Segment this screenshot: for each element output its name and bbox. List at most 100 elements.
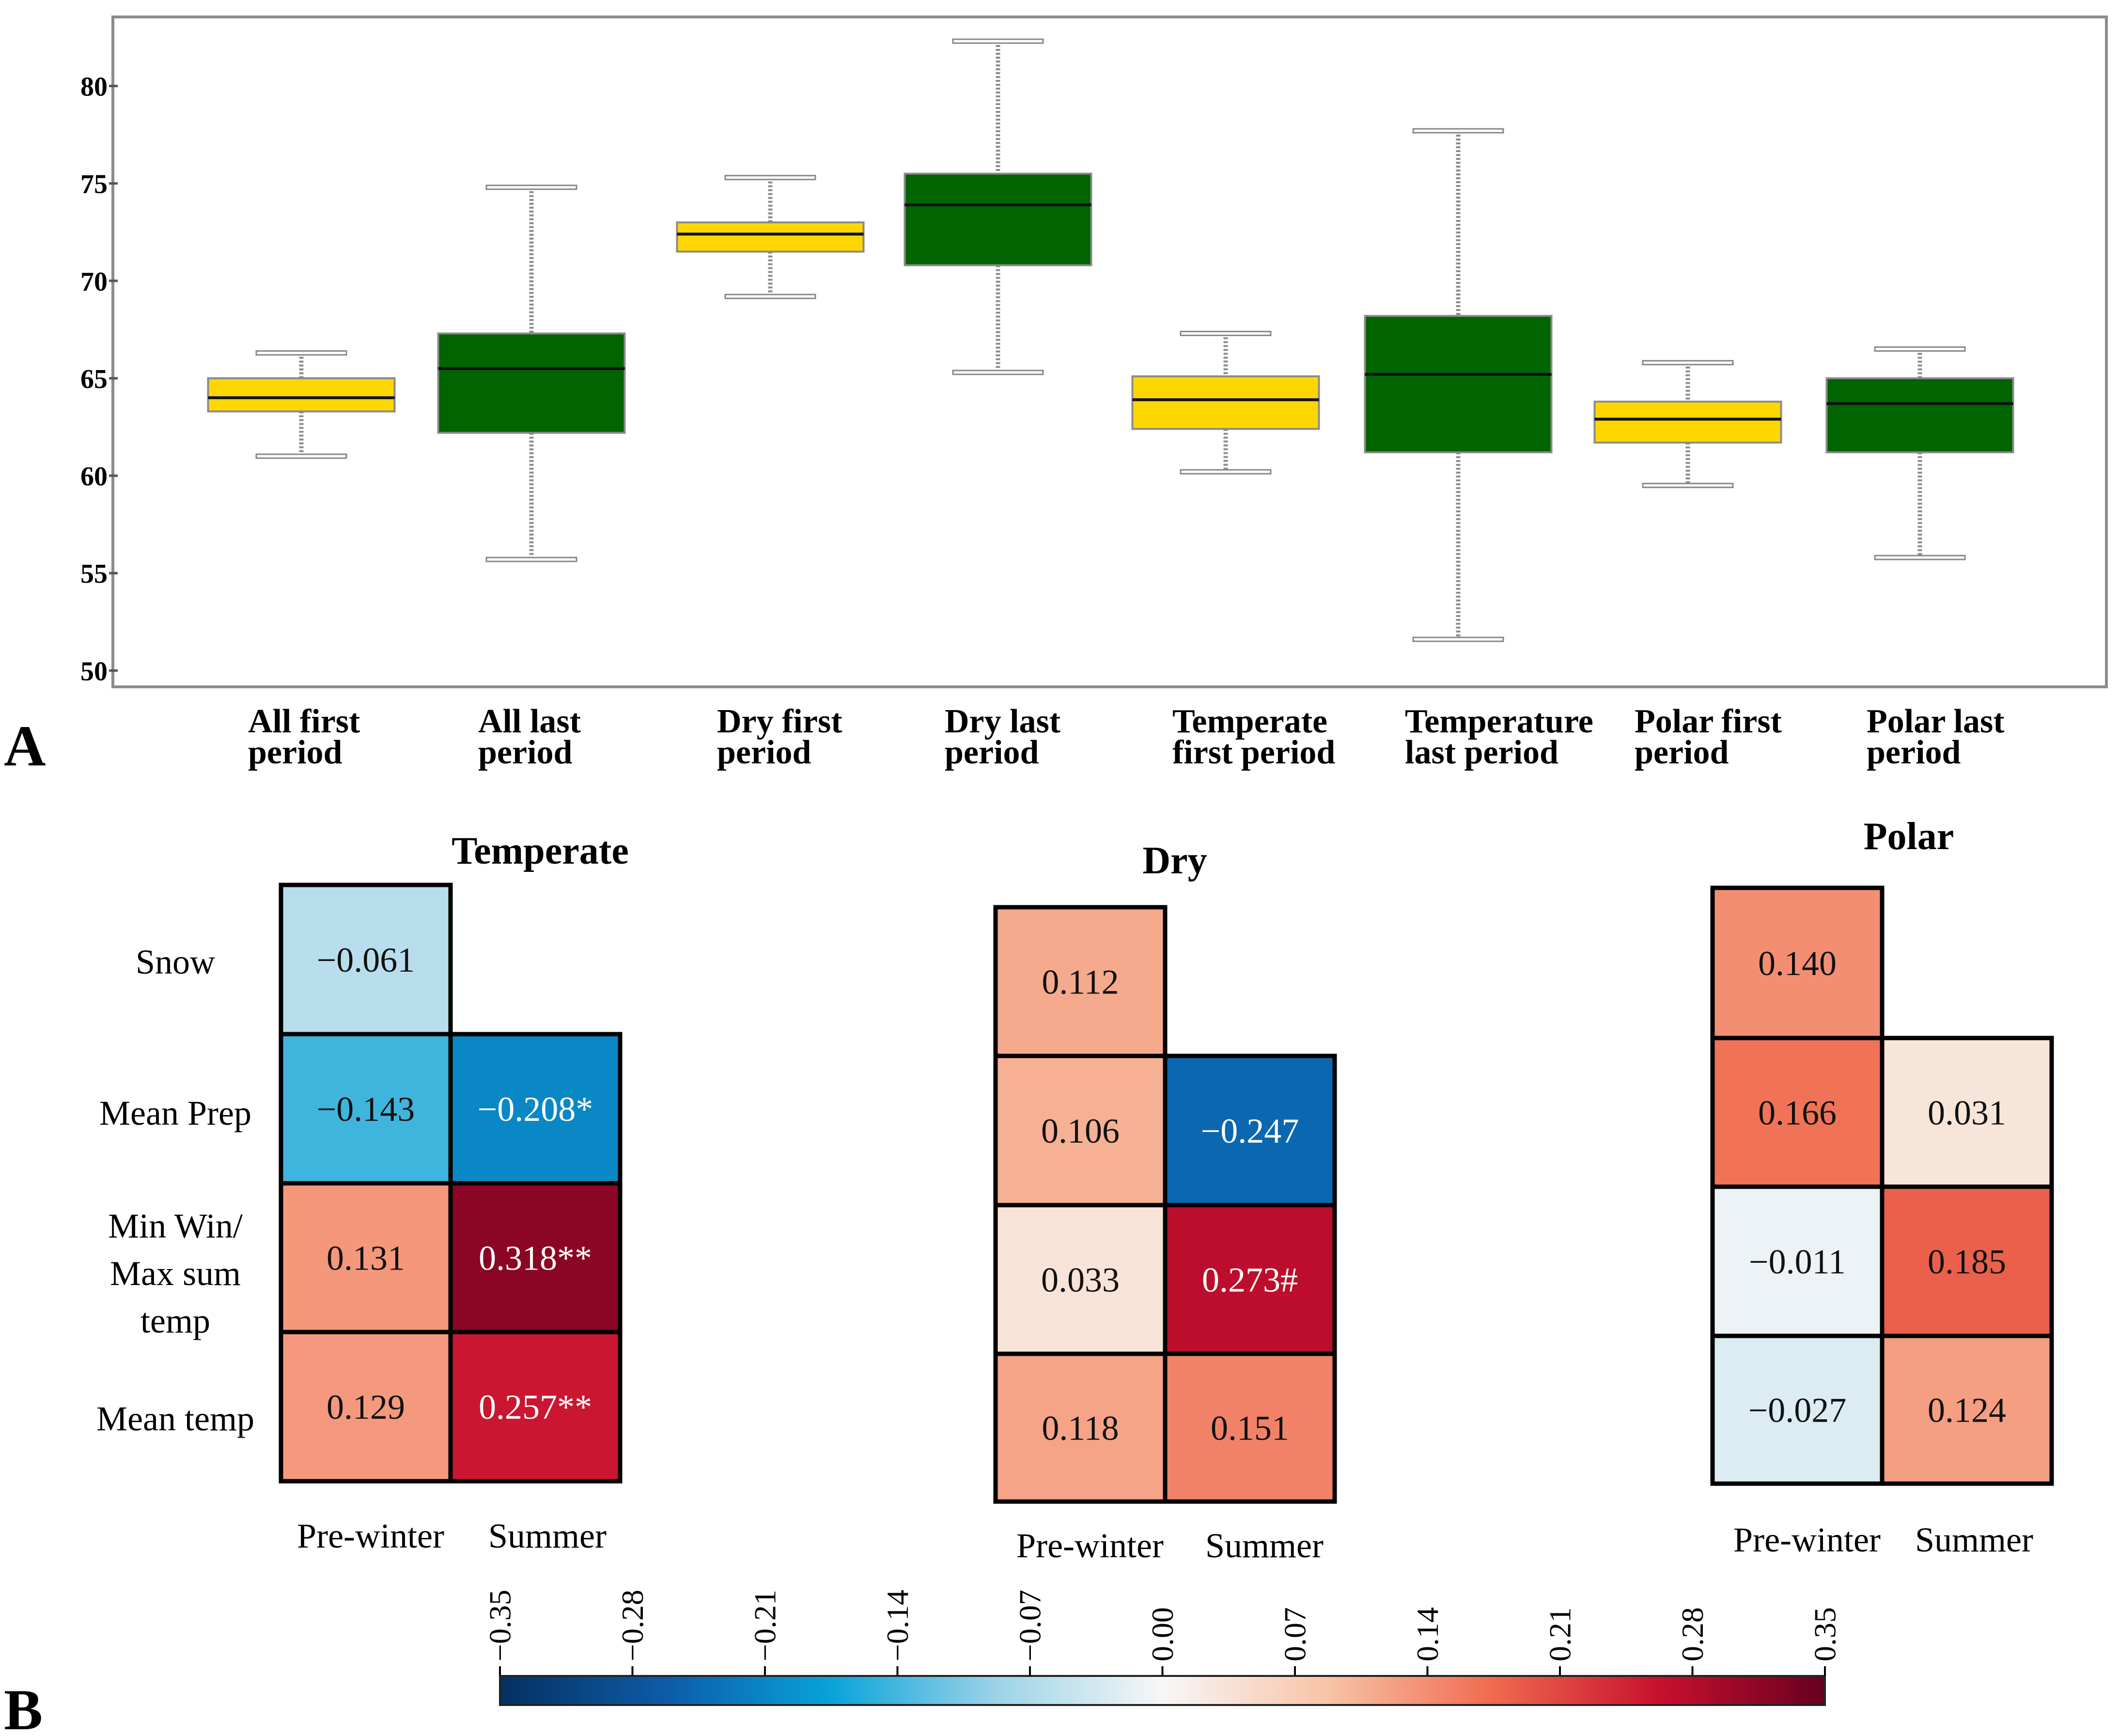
whisker-cap-high xyxy=(485,185,577,190)
colorbar-tick-label: −0.35 xyxy=(483,1590,517,1661)
box-5 xyxy=(1131,330,1320,475)
box-4 xyxy=(904,38,1092,375)
y-tick-label: 55 xyxy=(80,559,108,589)
y-tick-label: 75 xyxy=(80,170,108,200)
heatmap-cell xyxy=(1163,1203,1337,1356)
heatmap-title: Dry xyxy=(1142,839,1207,882)
y-axis: 50 55 60 65 70 75 80 xyxy=(80,72,118,686)
whisker-cap-high xyxy=(724,175,816,181)
heatmap-cell xyxy=(993,905,1168,1058)
whisker-cap-high xyxy=(1874,346,1966,352)
heatmap-cell xyxy=(279,1032,453,1186)
colorbar-tick-label: −0.07 xyxy=(1013,1590,1047,1661)
row-label: Min Win/Max sum temp xyxy=(108,1207,243,1340)
cell-value-label: −0.247 xyxy=(1201,1112,1299,1150)
cell-value-label: 0.106 xyxy=(1041,1112,1120,1150)
heatmap-cell xyxy=(993,1203,1168,1356)
box-6 xyxy=(1364,128,1553,642)
cell-value-label: −0.027 xyxy=(1748,1391,1847,1430)
whisker-cap-high xyxy=(1180,330,1272,336)
heatmap-cell xyxy=(1163,1054,1337,1208)
row-label: Mean Prep xyxy=(99,1094,251,1132)
whisker-cap-low xyxy=(724,294,816,299)
heatmap-dry: Dry 0.112 0.106 −0.247 0.033 0.273# 0.118 0.151… xyxy=(993,839,1337,1565)
box-3 xyxy=(676,175,865,299)
cell-value-label: 0.112 xyxy=(1042,963,1119,1002)
whisker-cap-low xyxy=(952,370,1044,375)
whisker-cap-low xyxy=(485,557,577,562)
panel-label-b: B xyxy=(4,1677,43,1736)
cell-value-label: 0.185 xyxy=(1928,1242,2006,1281)
heatmap-cell xyxy=(448,1330,623,1484)
whisker-cap-low xyxy=(255,453,347,459)
box-iqr xyxy=(1131,375,1320,430)
cell-value-label: 0.140 xyxy=(1758,944,1837,983)
heatmap-title: Polar xyxy=(1864,815,1954,858)
cell-value-label: −0.011 xyxy=(1749,1242,1846,1281)
heatmap-cell xyxy=(448,1181,623,1334)
x-axis-labels: All first period All last period Dry first pe… xyxy=(248,703,2005,771)
whisker-cap-low xyxy=(1642,482,1734,488)
colorbar-tick-label: 0.28 xyxy=(1675,1607,1710,1661)
cell-value-label: −0.208* xyxy=(478,1090,593,1129)
x-tick-label: Dry last period xyxy=(945,703,1060,771)
colorbar-gradient xyxy=(499,1675,1826,1706)
whisker-cap-low xyxy=(1180,469,1272,475)
x-tick-label: All first period xyxy=(248,703,360,771)
box-iqr xyxy=(1364,315,1553,453)
cell-value-label: 0.166 xyxy=(1758,1094,1837,1132)
colorbar-tick-label: 0.00 xyxy=(1145,1607,1180,1661)
column-label: Summer xyxy=(1205,1526,1324,1565)
cell-value-label: 0.318** xyxy=(479,1239,592,1278)
box-1 xyxy=(207,350,396,459)
cell-value-label: 0.124 xyxy=(1928,1391,2006,1430)
column-label: Summer xyxy=(1915,1520,2033,1559)
colorbar-tick-label: −0.14 xyxy=(880,1590,915,1661)
panel-label-a: A xyxy=(4,713,46,778)
column-label: Summer xyxy=(488,1517,607,1555)
cell-value-label: 0.118 xyxy=(1042,1409,1119,1448)
box-iqr xyxy=(1593,401,1782,444)
cell-value-label: 0.273# xyxy=(1202,1261,1298,1300)
box-2 xyxy=(437,185,626,562)
box-7 xyxy=(1593,360,1782,488)
whisker-cap-high xyxy=(952,38,1044,44)
whisker-cap-high xyxy=(1642,360,1734,366)
x-tick-label: Temperature last period xyxy=(1405,703,1593,771)
column-label: Pre-winter xyxy=(297,1517,444,1555)
y-tick-label: 65 xyxy=(80,364,108,394)
cell-value-label: 0.131 xyxy=(327,1239,405,1278)
cell-value-label: −0.143 xyxy=(317,1090,415,1129)
whisker-cap-high xyxy=(1412,128,1504,134)
x-tick-label: Polar last period xyxy=(1867,703,2005,771)
cell-value-label: 0.129 xyxy=(327,1388,405,1426)
colorbar-tick-label: 0.07 xyxy=(1278,1607,1312,1661)
colorbar-tick-label: 0.35 xyxy=(1808,1607,1842,1661)
heatmap-cell xyxy=(448,1032,623,1186)
row-label: Snow xyxy=(136,943,215,981)
whisker-cap-low xyxy=(1874,555,1966,560)
row-label: Mean temp xyxy=(96,1399,254,1438)
box-iqr xyxy=(207,377,396,413)
heatmap-cell xyxy=(1710,1333,1885,1486)
colorbar-tick-label: 0.14 xyxy=(1410,1607,1445,1661)
column-label: Pre-winter xyxy=(1016,1526,1164,1565)
box-iqr xyxy=(676,221,865,253)
heatmap-cell xyxy=(1163,1351,1337,1504)
y-tick-label: 50 xyxy=(80,656,108,686)
x-tick-label: All last period xyxy=(478,703,581,771)
x-tick-label: Dry first period xyxy=(717,703,842,771)
heatmap-title: Temperate xyxy=(452,830,629,872)
whisker-cap-high xyxy=(255,350,347,356)
correlation-heatmaps: Temperate −0.061 −0.143 −0.208* 0.131 0.318**… xyxy=(96,815,2054,1706)
whisker-cap-low xyxy=(1412,636,1504,642)
x-tick-label: Polar first period xyxy=(1635,703,1782,771)
x-tick-label: Temperate first period xyxy=(1172,703,1335,771)
y-tick-label: 60 xyxy=(80,462,108,492)
colorbar-tick-label: 0.21 xyxy=(1543,1607,1577,1661)
cell-value-label: 0.031 xyxy=(1928,1094,2006,1132)
boxes xyxy=(207,38,2014,642)
box-iqr xyxy=(1825,377,2014,453)
colorbar-tick-label: −0.28 xyxy=(615,1590,650,1661)
